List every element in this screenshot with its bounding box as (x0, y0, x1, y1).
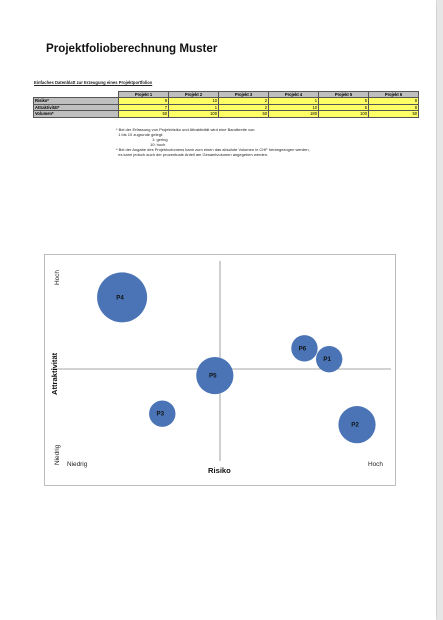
footnote-line: 10: hoch (150, 142, 166, 148)
column-header: Projekt 6 (368, 90, 419, 99)
table-cell[interactable]: 50 (368, 110, 419, 118)
x-low-label: Niedrig (67, 461, 88, 468)
table-cell[interactable]: 100 (318, 110, 369, 118)
y-high-label: Hoch (54, 270, 61, 285)
y-low-label: Niedrig (54, 444, 61, 465)
project-data-table: Projekt 1 Projekt 2 Projekt 3 Projekt 4 … (33, 90, 419, 118)
table-row-volume: Volumen* 50 100 50 180 100 50 (33, 110, 419, 118)
footnote-line: 1 bis 10 zugrunde gelegt: (116, 132, 164, 138)
x-axis-title: Risiko (208, 466, 231, 475)
bubble-group: P4 P2 P5 P1 P3 P6 (97, 272, 376, 444)
scrollbar-track[interactable] (437, 0, 443, 620)
bubble-label-p3: P3 (156, 411, 164, 418)
x-high-label: Hoch (368, 461, 383, 468)
footnote-line: * Bei der Erfassung von Projektrisiko un… (116, 127, 255, 132)
table-cell[interactable]: 50 (218, 110, 269, 118)
bubble-p6 (291, 335, 318, 362)
table-caption: Einfaches Datenblatt zur Erzeugung eines… (34, 80, 153, 85)
row-label: Volumen* (33, 110, 119, 118)
table-cell[interactable]: 180 (268, 110, 319, 118)
footnote-line: * Bei der Angabe des Projektvolumens kan… (116, 147, 310, 153)
bubble-label-p6: P6 (299, 345, 307, 352)
portfolio-chart: P4 P2 P5 P1 P3 P6 Hoch Niedrig Attraktivität … (44, 254, 396, 486)
bubble-p4 (97, 272, 148, 323)
bubble-label-p4: P4 (116, 294, 124, 301)
table-cell[interactable]: 50 (118, 110, 169, 118)
bubble-p2 (338, 406, 376, 444)
bubble-p1 (315, 345, 343, 373)
table-cell[interactable]: 100 (168, 110, 219, 118)
footnote-line: 1: gering (152, 137, 168, 143)
bubble-p5 (196, 356, 234, 395)
bubble-label-p2: P2 (351, 422, 359, 429)
footnotes: * Bei der Erfassung von Projektrisiko un… (116, 127, 310, 158)
document-title: Projektfolioberechnung Muster (46, 42, 218, 55)
bubble-label-p5: P5 (209, 373, 217, 380)
portfolio-chart-svg: P4 P2 P5 P1 P3 P6 (51, 261, 391, 461)
footnote-line: es kann jedoch auch der prozentuale Ante… (116, 152, 269, 158)
bubble-label-p1: P1 (323, 356, 331, 363)
table-header-row: Projekt 1 Projekt 2 Projekt 3 Projekt 4 … (34, 90, 419, 99)
y-axis-title: Attraktivität (50, 352, 59, 395)
bubble-p3 (149, 400, 176, 427)
